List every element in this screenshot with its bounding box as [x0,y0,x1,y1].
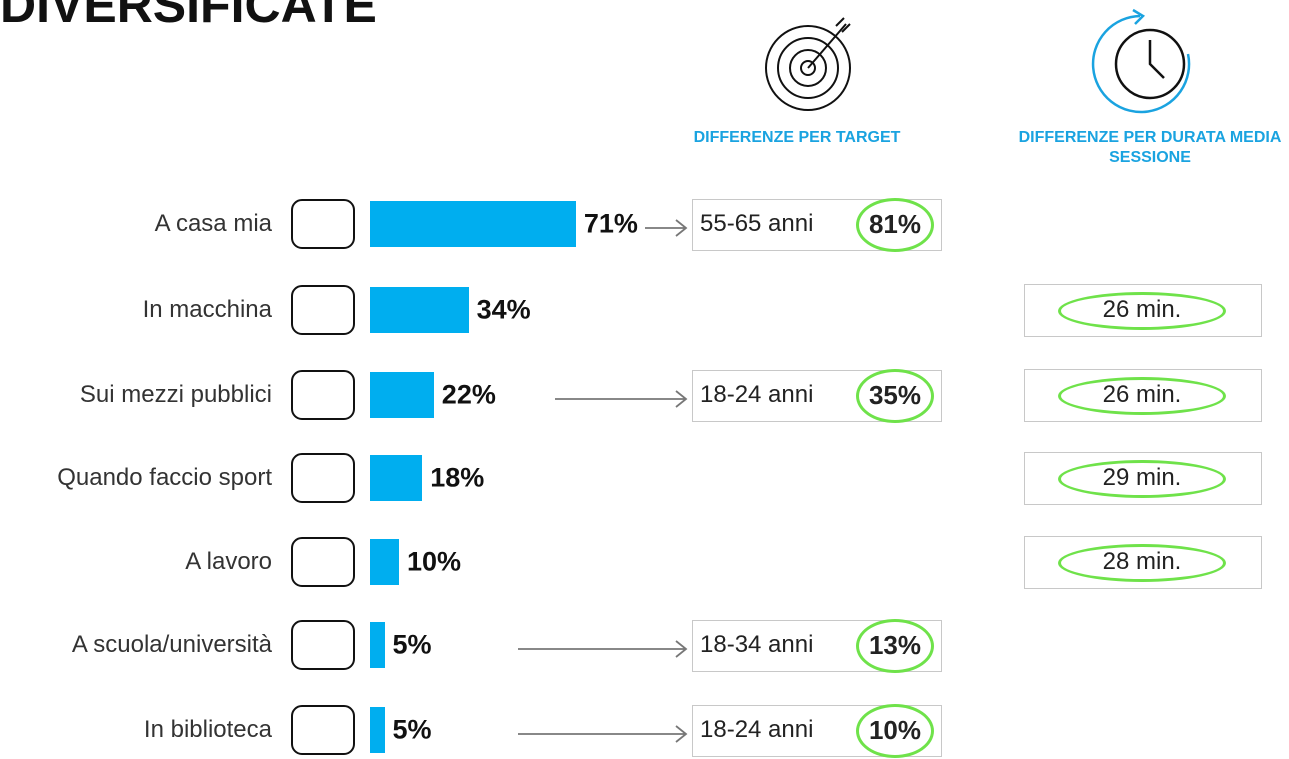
category-icon [291,285,355,335]
category-icons [291,199,355,755]
clock-icon [1091,8,1191,114]
duration-ellipse [1058,377,1226,415]
category-icon [291,705,355,755]
value-label: 10% [407,546,462,577]
duration-value: 26 min. [1102,296,1182,323]
target-icon [765,17,851,111]
arrow [518,725,688,743]
bar [370,455,423,501]
category-icon [291,199,355,249]
bar [370,287,469,333]
target-value: 35% [868,380,922,410]
bar [370,622,385,668]
bar [370,201,576,247]
arrow [645,219,688,237]
category-icon [291,453,355,503]
duration-header: DIFFERENZE PER DURATA MEDIA SESSIONE [1018,129,1282,166]
category-label: A casa mia [154,210,272,237]
target-ellipse [856,619,934,673]
category-label: A scuola/università [71,631,272,658]
arrow [555,390,688,408]
bar [370,372,434,418]
value-label: 5% [392,714,432,745]
duration-value: 26 min. [1102,381,1182,408]
category-icon [291,370,355,420]
target-label: 55-65 anni [700,210,814,237]
duration-ellipse [1058,544,1226,582]
category-icon [291,537,355,587]
duration-ellipse [1058,292,1226,330]
bar [370,707,385,753]
arrows [518,219,688,743]
target-header: DIFFERENZE PER TARGET [693,129,901,146]
arrow [518,640,688,658]
category-icon [291,620,355,670]
category-label: Quando faccio sport [57,464,272,491]
duration-ellipse [1058,460,1226,498]
target-ellipse [856,198,934,252]
value-label: 5% [392,629,432,660]
category-label: In macchina [142,296,272,323]
category-label: Sui mezzi pubblici [79,381,272,408]
value-label: 18% [430,462,485,493]
target-value: 13% [868,630,922,660]
bar [370,539,399,585]
duration-value: 28 min. [1102,548,1182,575]
target-value: 10% [868,715,922,745]
target-label: 18-24 anni [700,716,814,743]
value-label: 71% [583,208,638,239]
value-label: 22% [441,379,496,410]
target-label: 18-34 anni [700,631,814,658]
category-label: A lavoro [185,548,272,575]
chart-title: DIVERSIFICATE [0,0,377,33]
target-ellipse [856,704,934,758]
duration-value: 29 min. [1102,464,1182,491]
target-value: 81% [868,209,922,239]
target-ellipse [856,369,934,423]
category-label: In biblioteca [143,716,272,743]
target-label: 18-24 anni [700,381,814,408]
value-label: 34% [476,294,531,325]
